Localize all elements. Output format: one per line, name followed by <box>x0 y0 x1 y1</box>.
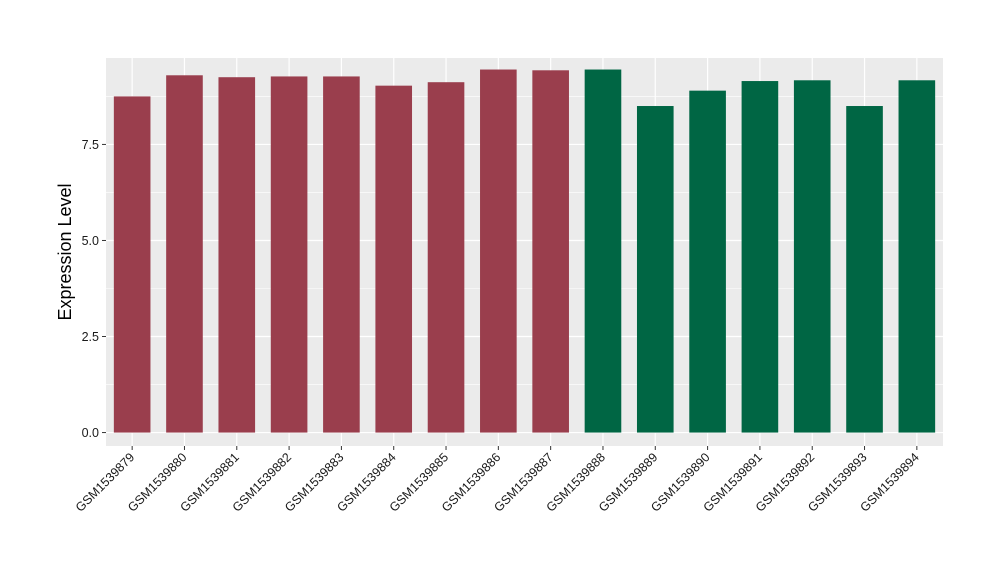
bar <box>846 106 883 433</box>
y-tick-label: 2.5 <box>82 330 99 344</box>
bar <box>532 70 569 433</box>
bars-group <box>113 69 936 433</box>
bar <box>166 75 203 433</box>
bar <box>480 69 517 433</box>
bar <box>270 76 308 433</box>
bar <box>218 77 256 433</box>
bar <box>636 106 674 433</box>
bar <box>323 76 360 433</box>
y-tick-label: 7.5 <box>82 138 99 152</box>
bar <box>741 81 779 433</box>
bar <box>113 96 151 433</box>
bar <box>898 80 936 433</box>
bar <box>793 80 831 433</box>
y-tick-label: 0.0 <box>82 426 99 440</box>
y-axis-title: Expression Level <box>55 183 75 320</box>
bar <box>375 85 413 433</box>
bar <box>689 90 726 433</box>
bar <box>584 69 622 433</box>
bar <box>427 82 465 433</box>
y-axis: 0.0 2.5 5.0 7.5 <box>82 138 106 440</box>
y-tick-label: 5.0 <box>82 234 99 248</box>
x-axis: GSM1539879GSM1539880GSM1539881GSM1539882… <box>73 446 922 515</box>
